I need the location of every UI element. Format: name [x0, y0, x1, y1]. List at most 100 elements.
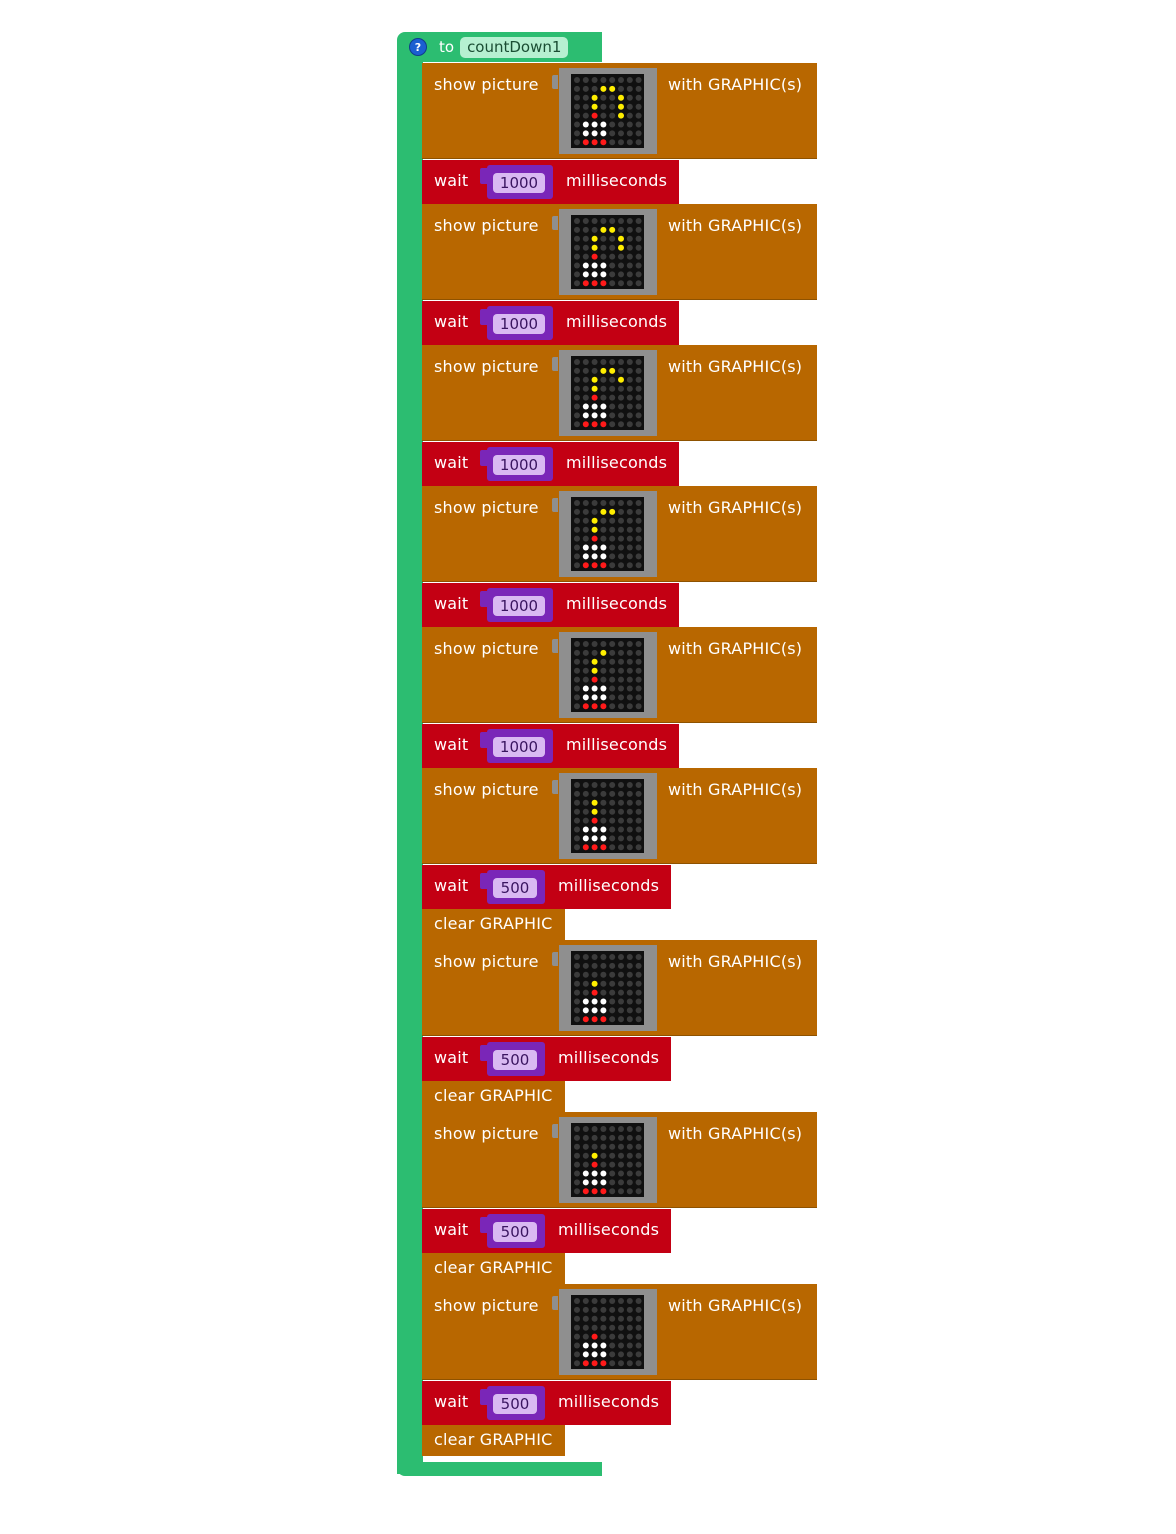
led-matrix[interactable]	[571, 215, 644, 289]
led-off	[609, 998, 616, 1005]
wait-block[interactable]: wait 1000 milliseconds	[422, 160, 679, 204]
show-picture-block[interactable]: show picture with GRAPHIC(s)	[422, 627, 817, 723]
led-matrix[interactable]	[571, 951, 644, 1025]
led-off	[574, 954, 580, 960]
show-picture-block[interactable]: show picture with GRAPHIC(s)	[422, 486, 817, 582]
led-on	[591, 253, 598, 260]
led-off	[618, 359, 624, 365]
wait-block[interactable]: wait 1000 milliseconds	[422, 583, 679, 627]
led-off	[591, 962, 598, 969]
wait-duration-field[interactable]: 1000	[493, 596, 545, 616]
wait-block[interactable]: wait 500 milliseconds	[422, 865, 671, 909]
led-off	[574, 1306, 580, 1313]
led-off	[635, 998, 642, 1005]
led-on	[582, 1188, 589, 1195]
wait-duration-field[interactable]: 500	[493, 1394, 537, 1414]
wait-duration-field[interactable]: 1000	[493, 314, 545, 334]
led-off	[626, 1143, 633, 1150]
led-picture-input[interactable]	[559, 209, 657, 295]
show-picture-block[interactable]: show picture with GRAPHIC(s)	[422, 1284, 817, 1380]
number-block[interactable]: 500	[487, 1042, 545, 1076]
show-picture-block[interactable]: show picture with GRAPHIC(s)	[422, 768, 817, 864]
number-socket	[480, 1045, 487, 1061]
led-off	[635, 235, 642, 242]
picture-socket	[552, 75, 558, 89]
led-off	[635, 112, 642, 119]
led-off	[609, 280, 616, 287]
procedure-spine[interactable]	[397, 60, 423, 1474]
led-matrix[interactable]	[571, 1295, 644, 1369]
led-on	[582, 421, 589, 428]
led-off	[626, 826, 633, 833]
clear-graphic-block[interactable]: clear GRAPHIC	[422, 909, 565, 940]
wait-duration-field[interactable]: 500	[493, 878, 537, 898]
led-off	[626, 1360, 633, 1367]
clear-graphic-block[interactable]: clear GRAPHIC	[422, 1425, 565, 1456]
led-picture-input[interactable]	[559, 1289, 657, 1375]
number-block[interactable]: 500	[487, 1386, 545, 1420]
led-picture-input[interactable]	[559, 945, 657, 1031]
led-on	[582, 685, 589, 692]
led-matrix[interactable]	[571, 779, 644, 853]
led-picture-input[interactable]	[559, 773, 657, 859]
led-matrix[interactable]	[571, 497, 644, 571]
led-off	[574, 262, 580, 269]
show-picture-block[interactable]: show picture with GRAPHIC(s)	[422, 63, 817, 159]
procedure-countdown1[interactable]: ? to countDown1 show picture with GRAPHIC…	[397, 32, 817, 1477]
led-off	[574, 280, 580, 287]
led-off	[609, 1315, 616, 1322]
led-on	[600, 139, 607, 146]
led-off	[609, 1179, 616, 1186]
wait-duration-field[interactable]: 1000	[493, 737, 545, 757]
procedure-footer-bar[interactable]	[397, 1462, 602, 1476]
led-off	[600, 94, 607, 101]
number-block[interactable]: 1000	[487, 306, 553, 340]
wait-block[interactable]: wait 500 milliseconds	[422, 1381, 671, 1425]
wait-block[interactable]: wait 1000 milliseconds	[422, 301, 679, 345]
led-picture-input[interactable]	[559, 350, 657, 436]
wait-block[interactable]: wait 500 milliseconds	[422, 1037, 671, 1081]
number-block[interactable]: 1000	[487, 447, 553, 481]
help-icon[interactable]: ?	[409, 38, 427, 56]
clear-graphic-block[interactable]: clear GRAPHIC	[422, 1253, 565, 1284]
number-block[interactable]: 500	[487, 870, 545, 904]
number-block[interactable]: 500	[487, 1214, 545, 1248]
wait-block[interactable]: wait 1000 milliseconds	[422, 442, 679, 486]
led-on	[591, 1179, 598, 1186]
number-block[interactable]: 1000	[487, 165, 553, 199]
show-picture-block[interactable]: show picture with GRAPHIC(s)	[422, 1112, 817, 1208]
wait-block[interactable]: wait 500 milliseconds	[422, 1209, 671, 1253]
led-off	[600, 218, 607, 224]
led-off	[626, 1188, 633, 1195]
led-matrix[interactable]	[571, 356, 644, 430]
led-picture-input[interactable]	[559, 1117, 657, 1203]
show-picture-block[interactable]: show picture with GRAPHIC(s)	[422, 940, 817, 1036]
led-on	[591, 835, 598, 842]
led-matrix[interactable]	[571, 74, 644, 148]
wait-duration-field[interactable]: 1000	[493, 455, 545, 475]
led-off	[609, 253, 616, 260]
led-on	[582, 1351, 589, 1358]
wait-duration-field[interactable]: 500	[493, 1222, 537, 1242]
procedure-name-field[interactable]: countDown1	[460, 36, 569, 58]
led-off	[574, 1126, 580, 1132]
wait-duration-field[interactable]: 1000	[493, 173, 545, 193]
show-picture-block[interactable]: show picture with GRAPHIC(s)	[422, 204, 817, 300]
led-picture-input[interactable]	[559, 68, 657, 154]
led-matrix[interactable]	[571, 638, 644, 712]
led-off	[600, 1306, 607, 1313]
led-picture-input[interactable]	[559, 491, 657, 577]
wait-duration-field[interactable]: 500	[493, 1050, 537, 1070]
led-off	[635, 244, 642, 251]
led-on	[600, 694, 607, 701]
led-off	[574, 1007, 580, 1014]
number-block[interactable]: 1000	[487, 588, 553, 622]
number-block[interactable]: 1000	[487, 729, 553, 763]
led-picture-input[interactable]	[559, 632, 657, 718]
show-picture-block[interactable]: show picture with GRAPHIC(s)	[422, 345, 817, 441]
wait-block[interactable]: wait 1000 milliseconds	[422, 724, 679, 768]
led-matrix[interactable]	[571, 1123, 644, 1197]
clear-graphic-block[interactable]: clear GRAPHIC	[422, 1081, 565, 1112]
led-on	[600, 703, 607, 710]
led-off	[626, 517, 633, 524]
